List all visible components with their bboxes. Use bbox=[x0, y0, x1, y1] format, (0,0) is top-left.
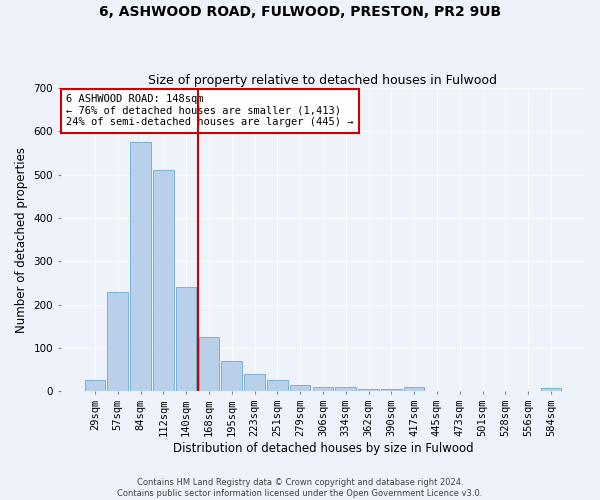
Bar bbox=[313, 387, 333, 392]
Title: Size of property relative to detached houses in Fulwood: Size of property relative to detached ho… bbox=[148, 74, 497, 87]
Bar bbox=[358, 389, 379, 392]
Bar bbox=[153, 170, 173, 392]
Y-axis label: Number of detached properties: Number of detached properties bbox=[15, 146, 28, 332]
Bar bbox=[335, 387, 356, 392]
Text: 6, ASHWOOD ROAD, FULWOOD, PRESTON, PR2 9UB: 6, ASHWOOD ROAD, FULWOOD, PRESTON, PR2 9… bbox=[99, 5, 501, 19]
Bar bbox=[176, 288, 196, 392]
Bar bbox=[130, 142, 151, 392]
Text: 6 ASHWOOD ROAD: 148sqm
← 76% of detached houses are smaller (1,413)
24% of semi-: 6 ASHWOOD ROAD: 148sqm ← 76% of detached… bbox=[66, 94, 353, 128]
Bar bbox=[381, 389, 401, 392]
X-axis label: Distribution of detached houses by size in Fulwood: Distribution of detached houses by size … bbox=[173, 442, 473, 455]
Bar bbox=[107, 292, 128, 392]
Bar bbox=[244, 374, 265, 392]
Bar bbox=[290, 385, 310, 392]
Bar bbox=[404, 387, 424, 392]
Bar bbox=[267, 380, 287, 392]
Text: Contains HM Land Registry data © Crown copyright and database right 2024.
Contai: Contains HM Land Registry data © Crown c… bbox=[118, 478, 482, 498]
Bar bbox=[221, 361, 242, 392]
Bar bbox=[541, 388, 561, 392]
Bar bbox=[85, 380, 105, 392]
Bar bbox=[199, 337, 219, 392]
